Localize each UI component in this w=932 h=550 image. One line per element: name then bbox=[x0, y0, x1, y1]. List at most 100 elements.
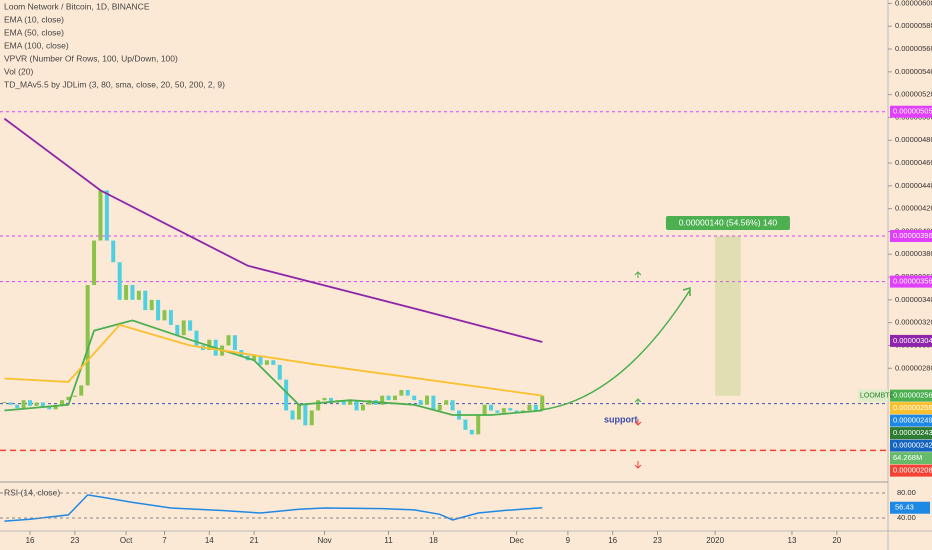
candle bbox=[28, 400, 33, 406]
price-tag bbox=[890, 439, 932, 452]
range-box bbox=[715, 236, 741, 396]
candle bbox=[66, 396, 71, 401]
y-tick-label: 0.00000480 bbox=[895, 135, 932, 144]
candle bbox=[284, 379, 289, 411]
candle bbox=[162, 310, 167, 321]
price-tag-label: 0.00000304 bbox=[893, 336, 932, 345]
symbol-tag-label: LOOMBTC bbox=[860, 392, 895, 399]
candle bbox=[533, 404, 538, 411]
x-tick-label: Oct bbox=[120, 536, 133, 545]
candle bbox=[348, 400, 353, 405]
candle bbox=[444, 400, 449, 405]
candle bbox=[124, 285, 129, 300]
candle bbox=[258, 355, 263, 365]
candle bbox=[79, 385, 84, 396]
line bbox=[4, 494, 543, 522]
candle bbox=[309, 410, 314, 426]
candle bbox=[328, 397, 333, 403]
x-tick-label: 18 bbox=[429, 536, 438, 545]
x-tick-label: 11 bbox=[384, 536, 393, 545]
y-tick-label: 0.00000460 bbox=[895, 158, 932, 167]
candle bbox=[482, 404, 487, 416]
x-tick-label: 16 bbox=[608, 536, 617, 545]
candle bbox=[53, 404, 58, 410]
candle bbox=[354, 400, 359, 411]
price-tag-label: 0.00000505 bbox=[893, 107, 932, 116]
candle bbox=[252, 355, 257, 361]
y-tick-label: 0.00000560 bbox=[895, 44, 932, 53]
candle bbox=[2, 401, 7, 403]
candle bbox=[277, 364, 282, 380]
candle bbox=[130, 285, 135, 300]
candle bbox=[85, 285, 90, 386]
candle bbox=[360, 404, 365, 411]
down-arrow bbox=[634, 419, 642, 426]
price-tag-label: 0.00000242 bbox=[893, 441, 932, 450]
legend-entry: VPVR (Number Of Rows, 100, Up/Down, 100) bbox=[4, 53, 178, 63]
forecast-arrow bbox=[539, 289, 691, 411]
legend-entry: EMA (100, close) bbox=[4, 40, 69, 50]
candle bbox=[111, 240, 116, 263]
x-tick-label: Nov bbox=[317, 536, 331, 545]
rsi-tag-label: 56.43 bbox=[895, 503, 914, 512]
candle bbox=[264, 360, 269, 365]
candle bbox=[92, 240, 97, 286]
legend-entry: Vol (20) bbox=[4, 66, 33, 76]
price-tag-label: 0.00000256 bbox=[893, 403, 932, 412]
candle bbox=[392, 395, 397, 401]
candle bbox=[60, 400, 65, 405]
candle bbox=[72, 395, 77, 397]
candle bbox=[175, 324, 180, 336]
x-tick-label: 23 bbox=[653, 536, 662, 545]
candle bbox=[232, 335, 237, 351]
rsi-tick-label: 40.00 bbox=[897, 513, 916, 522]
candle bbox=[136, 290, 141, 300]
x-tick-label: 14 bbox=[205, 536, 214, 545]
candle bbox=[425, 395, 430, 405]
candle bbox=[188, 320, 193, 331]
candle bbox=[501, 408, 506, 413]
candle bbox=[168, 310, 173, 325]
range-label-box bbox=[665, 216, 790, 231]
candle bbox=[508, 408, 513, 411]
candle bbox=[380, 395, 385, 405]
candle bbox=[476, 415, 481, 435]
line bbox=[4, 319, 543, 416]
price-tag-label: 0.00000243 bbox=[893, 428, 932, 437]
candle bbox=[194, 330, 199, 346]
y-tick-label: 0.00000340 bbox=[895, 295, 932, 304]
x-tick-label: 20 bbox=[832, 536, 841, 545]
x-tick-label: 7 bbox=[162, 536, 167, 545]
down-arrow bbox=[634, 461, 642, 469]
candle bbox=[8, 402, 13, 405]
x-tick-label: 23 bbox=[70, 536, 79, 545]
candle bbox=[412, 395, 417, 401]
legend-entry: EMA (50, close) bbox=[4, 27, 64, 37]
price-tag-label: 64.268M bbox=[893, 453, 922, 462]
x-tick-label: 13 bbox=[788, 536, 797, 545]
arrow-head bbox=[682, 287, 691, 296]
x-tick-label: 21 bbox=[250, 536, 259, 545]
x-tick-label: Dec bbox=[510, 536, 524, 545]
y-tick-label: 0.00000440 bbox=[895, 181, 932, 190]
y-tick-label: 0.00000380 bbox=[895, 249, 932, 258]
x-tick-label: 9 bbox=[566, 536, 571, 545]
candle bbox=[463, 419, 468, 430]
candle bbox=[226, 335, 231, 346]
candle bbox=[437, 404, 442, 411]
candle bbox=[341, 400, 346, 405]
y-tick-label: 0.00000600 bbox=[895, 0, 932, 7]
price-tag bbox=[890, 230, 932, 243]
candle bbox=[104, 190, 109, 241]
line bbox=[4, 323, 543, 397]
annotation: support bbox=[604, 414, 638, 424]
candle bbox=[316, 400, 321, 411]
x-tick-label: 16 bbox=[26, 536, 35, 545]
price-tag bbox=[890, 275, 932, 288]
candle bbox=[527, 404, 532, 411]
y-tick-label: 0.00000580 bbox=[895, 21, 932, 30]
price-tag bbox=[890, 105, 932, 118]
price-tag bbox=[890, 334, 932, 347]
